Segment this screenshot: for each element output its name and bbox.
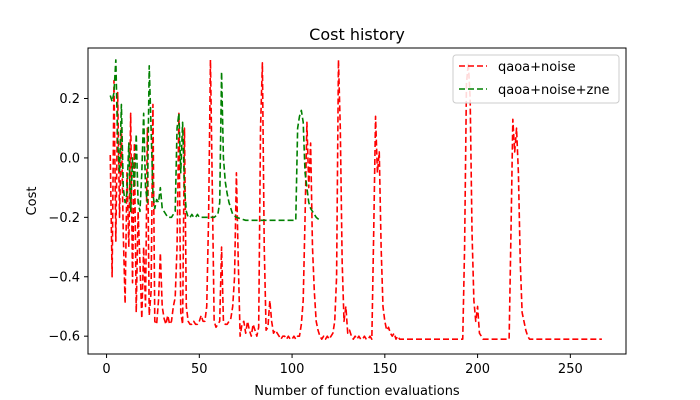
x-tick-label: 50 bbox=[191, 362, 208, 377]
x-tick-label: 250 bbox=[558, 362, 583, 377]
legend-box bbox=[452, 54, 620, 104]
plot-frame bbox=[87, 47, 627, 355]
x-tick-label: 200 bbox=[465, 362, 490, 377]
y-tick-label: −0.4 bbox=[48, 270, 80, 285]
x-tick-label: 0 bbox=[102, 362, 110, 377]
series-line-qaoa-noise-zne bbox=[109, 59, 321, 222]
legend: qaoa+noise qaoa+noise+zne bbox=[452, 54, 620, 104]
y-tick-label: −0.2 bbox=[48, 211, 80, 226]
x-tick-label: 150 bbox=[372, 362, 397, 377]
legend-label-qaoa-noise-zne: qaoa+noise+zne bbox=[498, 83, 610, 98]
x-tick-label: 100 bbox=[280, 362, 305, 377]
y-tick-label: 0.0 bbox=[59, 151, 80, 166]
x-axis: 0 50 100 150 200 250 bbox=[102, 354, 583, 377]
series-line-qaoa-noise bbox=[109, 59, 602, 340]
chart-title: Cost history bbox=[309, 25, 405, 44]
y-axis-title: Cost bbox=[25, 187, 40, 216]
y-tick-label: 0.2 bbox=[59, 92, 80, 107]
series-layer bbox=[109, 59, 602, 340]
legend-label-qaoa-noise: qaoa+noise bbox=[498, 60, 576, 75]
y-axis: −0.6 −0.4 −0.2 0.0 0.2 bbox=[48, 92, 88, 345]
y-tick-label: −0.6 bbox=[48, 330, 80, 345]
x-axis-title: Number of function evaluations bbox=[254, 384, 460, 399]
